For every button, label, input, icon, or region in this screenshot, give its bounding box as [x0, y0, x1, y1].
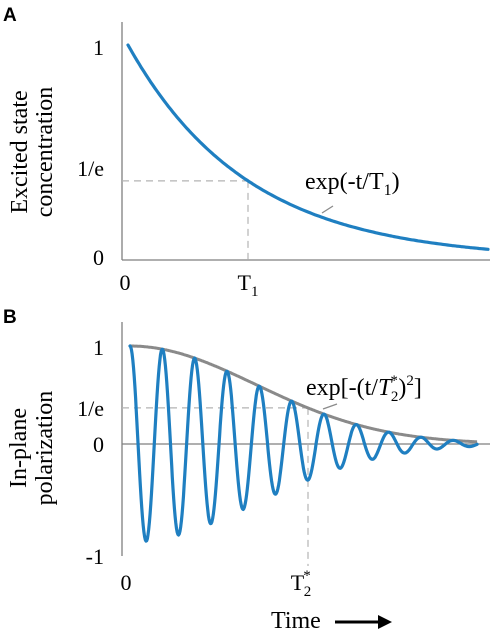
panel-a-xtick-0: 0 [120, 270, 131, 295]
panel-a-decay-curve [126, 43, 490, 251]
panel-b: B In-plane polarization 1 1/e 0 -1 0 T* 2… [3, 307, 490, 634]
panel-a-annotation-pointer [321, 205, 334, 214]
panel-a-xtick-t1: T1 [238, 270, 259, 300]
panel-b-ylabel-line1: In-plane [6, 408, 32, 488]
panel-b-annotation: exp[-(t/T* 2)2] [306, 373, 422, 405]
panel-b-ytick-1e: 1/e [77, 396, 104, 421]
panel-b-xlabel: Time [271, 608, 321, 634]
panel-b-ylabel-line2: polarization [32, 391, 58, 506]
panel-a: A Excited state concentration 1 1/e 0 0 … [3, 5, 490, 300]
panel-a-ylabel-line1: Excited state [7, 90, 33, 213]
panel-a-ylabel-line2: concentration [32, 87, 58, 218]
panel-b-ytick-0: 0 [93, 432, 104, 457]
panel-a-annotation: exp(-t/T1) [305, 169, 400, 199]
panel-b-ytick-minus1: -1 [86, 544, 104, 569]
panel-a-letter: A [3, 5, 17, 26]
panel-b-xtick-t2star: T* 2 [291, 568, 311, 600]
panel-b-annotation-pointer [322, 403, 338, 410]
panel-b-envelope-curve [130, 344, 478, 444]
panel-b-xtick-0: 0 [121, 570, 132, 595]
panel-a-ytick-0: 0 [93, 245, 104, 270]
panel-b-oscillation-curve [128, 344, 479, 543]
time-arrow-head [378, 615, 392, 629]
panel-b-ytick-1: 1 [93, 335, 104, 360]
panel-a-ytick-1: 1 [93, 35, 104, 60]
panel-a-ytick-1e: 1/e [77, 156, 104, 181]
panel-b-letter: B [3, 307, 17, 328]
